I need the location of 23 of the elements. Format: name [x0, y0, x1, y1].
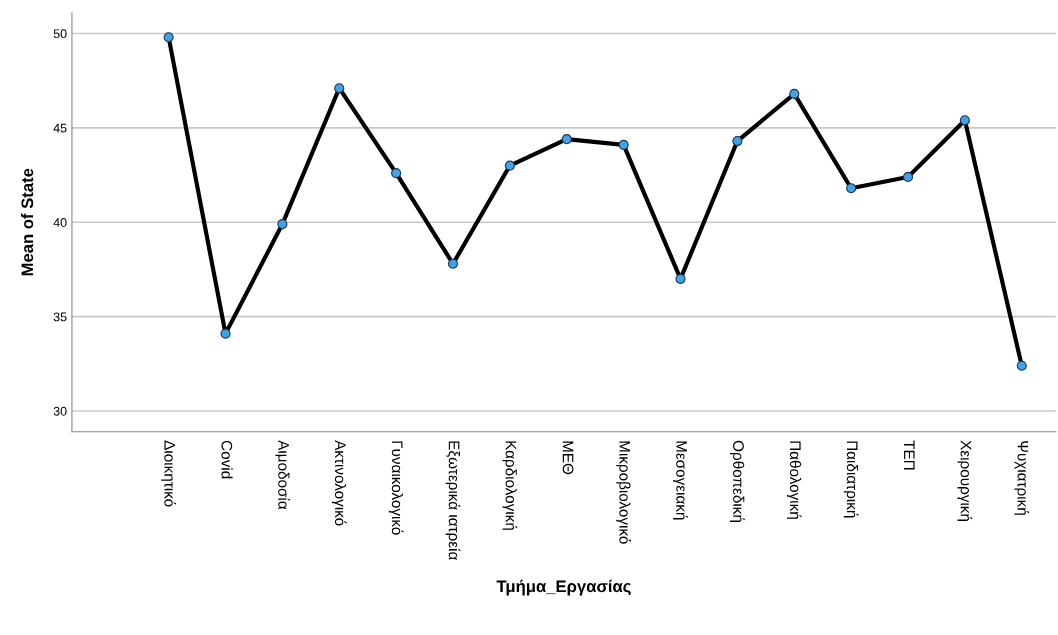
- x-tick-label: Covid: [221, 440, 233, 479]
- y-axis-title: Mean of State: [20, 168, 34, 276]
- x-tick-label: Μικροβιολογικό: [616, 441, 631, 544]
- x-tick-label: Αιμοδοσία: [275, 440, 290, 510]
- x-tick-label: Ψυχιατρική: [1014, 441, 1030, 515]
- x-tick-label: Χειρουργική: [957, 440, 973, 521]
- x-tick-label: Εξωτερικά ιατρεία: [445, 441, 461, 560]
- x-tick-label: Ορθοπεδική: [730, 440, 745, 522]
- y-tick-label: 40: [53, 218, 67, 227]
- y-tick-label: 35: [53, 312, 67, 322]
- x-tick-label: Παιδιατρική: [843, 441, 859, 518]
- x-tick-label: Παθολογική: [786, 441, 802, 519]
- x-tick-label: Καρδιολογική: [502, 441, 518, 530]
- y-tick-label: 50: [53, 29, 67, 39]
- x-tick-label: Ακτινολογικό: [331, 440, 347, 526]
- x-tick-label: Γυναικολογικό: [388, 441, 404, 535]
- y-tick-label: 30: [53, 406, 67, 416]
- x-tick-label: ΤΕΠ: [904, 440, 915, 470]
- y-tick-label: 45: [53, 123, 67, 133]
- x-tick-label: Διοικητικό: [161, 440, 176, 507]
- x-axis-title: Τμήμα_Εργασίας: [496, 579, 631, 596]
- x-tick-label: Μεσογειακή: [673, 441, 688, 520]
- x-tick-label: ΜΕΘ: [562, 441, 574, 475]
